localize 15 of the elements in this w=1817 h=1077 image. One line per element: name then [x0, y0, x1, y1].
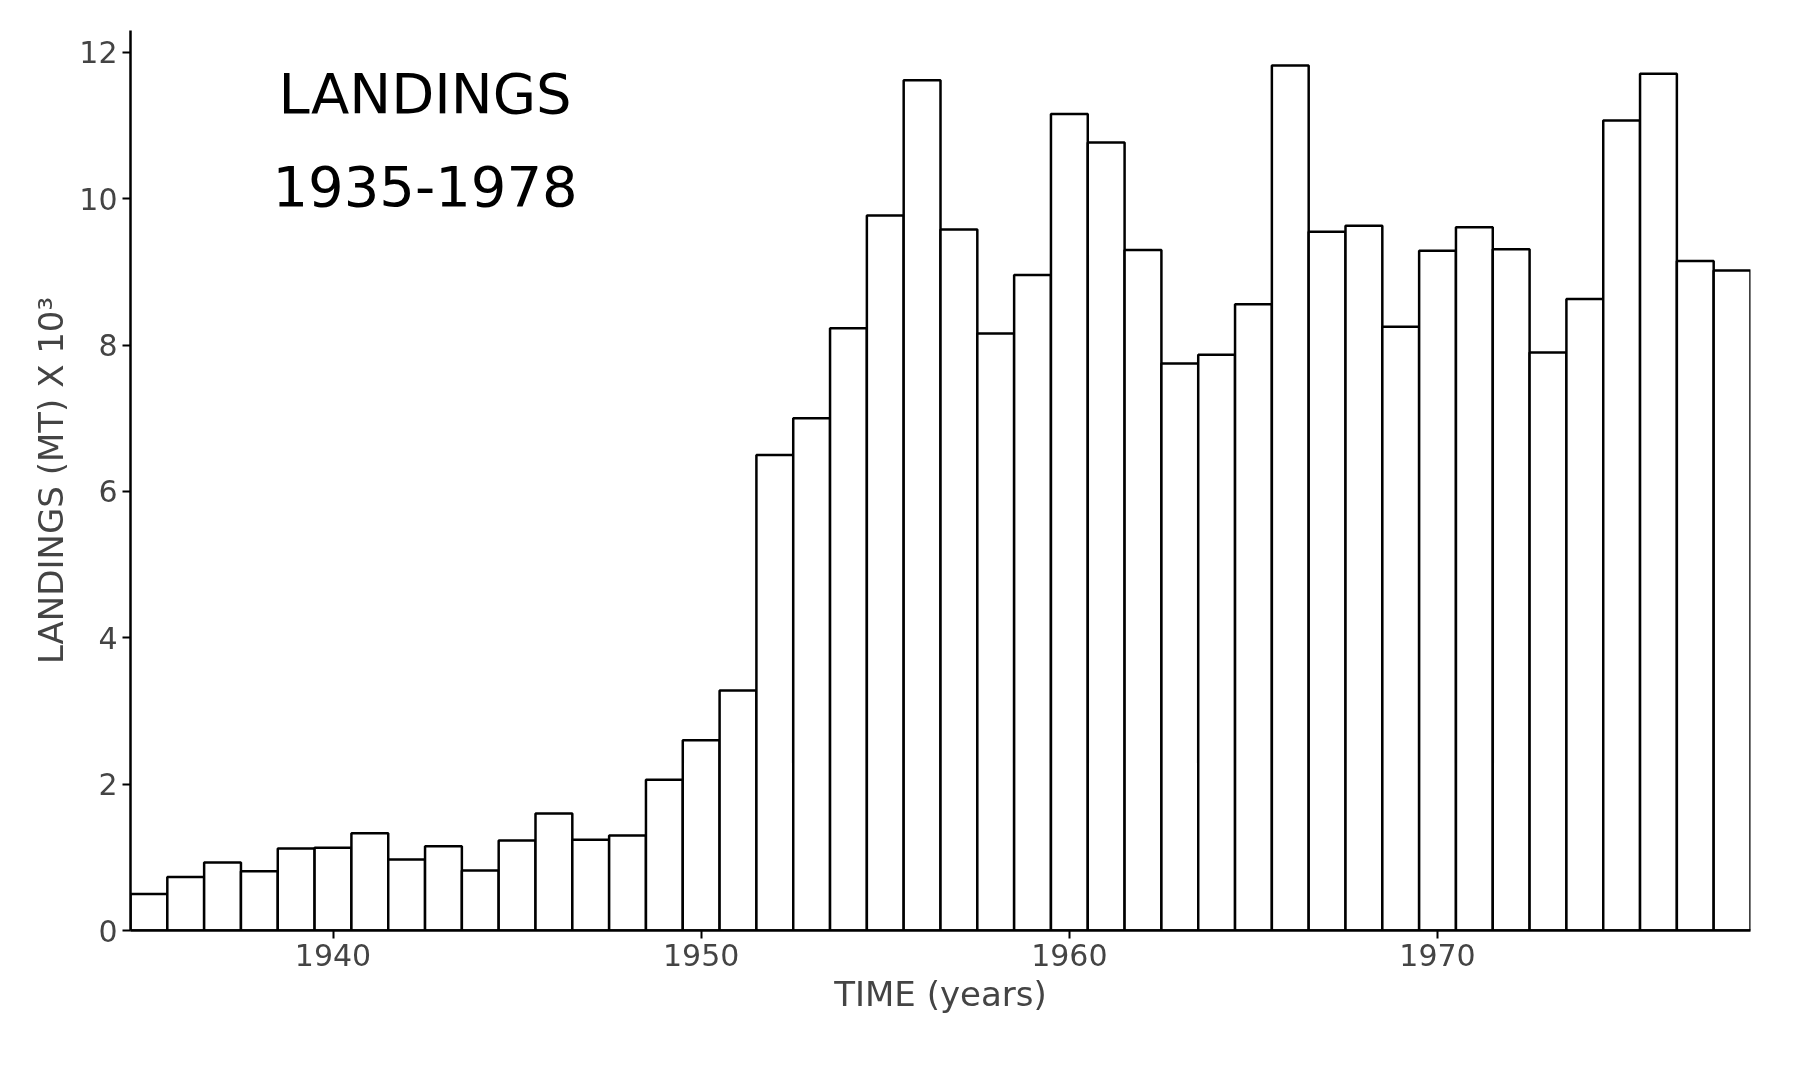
y-axis-title: LANDINGS (MT) X 10³: [31, 296, 72, 665]
text: LANDINGS: [278, 60, 572, 126]
x-tick-label: 1960: [1031, 937, 1108, 973]
text: 1935-1978: [272, 154, 578, 220]
x-tick-label: 1940: [294, 937, 372, 973]
y-tick-label: 6: [98, 474, 118, 510]
x-axis-title: TIME (years): [833, 973, 1047, 1014]
x-tick-label: 1970: [1399, 937, 1476, 973]
y-tick-label: 0: [98, 913, 118, 949]
y-tick-label: 2: [98, 767, 118, 803]
y-tick-label: 10: [79, 181, 118, 217]
y-tick-label: 12: [79, 35, 118, 71]
x-tick-label: 1950: [663, 937, 740, 973]
y-tick-label: 8: [98, 328, 118, 364]
y-tick-label: 4: [98, 620, 118, 656]
